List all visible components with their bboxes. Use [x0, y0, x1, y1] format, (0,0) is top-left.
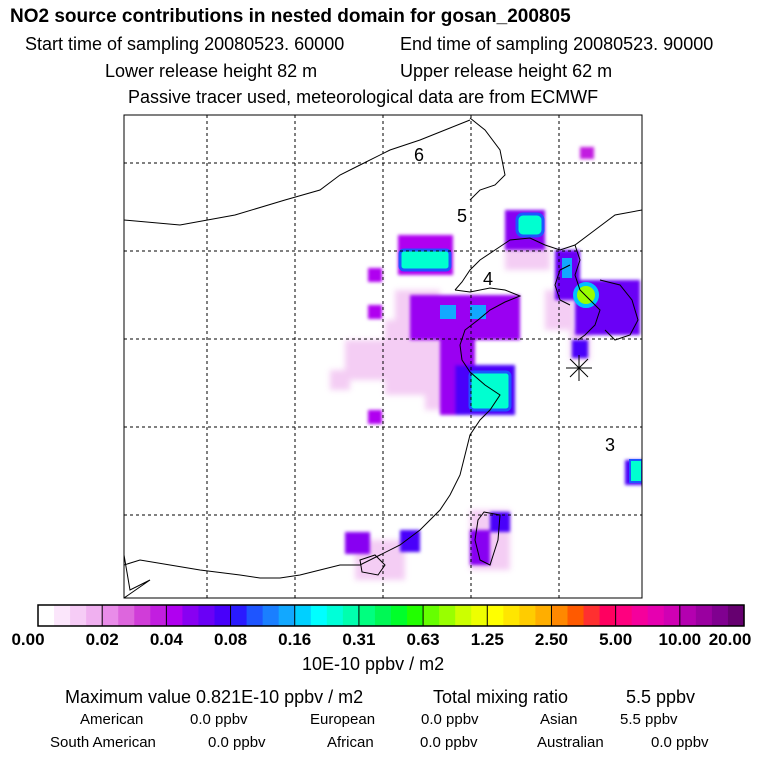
upper-height-label: Upper release height 62 m: [400, 61, 613, 81]
colorbar-swatch: [86, 605, 103, 626]
source-south-american-value: 0.0 ppbv: [208, 734, 266, 751]
colorbar-units: 10E-10 ppbv / m2: [302, 654, 445, 674]
colorbar-tick-label: 10.00: [658, 630, 702, 649]
colorbar-swatch: [38, 605, 55, 626]
coastline-borders: [124, 117, 642, 598]
colorbar-tick-label: 0.08: [213, 630, 248, 649]
colorbar-swatch: [278, 605, 296, 626]
colorbar: [37, 604, 745, 627]
lat-lon-grid: [124, 115, 642, 598]
colorbar-swatch: [455, 605, 472, 626]
colorbar-swatch: [198, 605, 216, 626]
colorbar-swatch: [551, 605, 569, 626]
colorbar-tick-label: 20.00: [708, 630, 752, 649]
concentration-layer: [330, 147, 642, 580]
colorbar-swatch: [487, 605, 504, 626]
colorbar-swatch: [310, 605, 328, 626]
colorbar-tick-label: 0.00: [11, 630, 45, 649]
colorbar-swatch: [294, 605, 312, 626]
colorbar-swatch: [134, 605, 151, 626]
source-american-value: 0.0 ppbv: [190, 711, 248, 728]
colorbar-tick-label: 0.16: [278, 630, 312, 649]
colorbar-swatch: [374, 605, 392, 626]
colorbar-swatch: [711, 605, 729, 626]
colorbar-swatch: [54, 605, 71, 626]
colorbar-tick-label: 2.50: [534, 630, 568, 649]
colorbar-swatch: [70, 605, 87, 626]
colorbar-swatch: [567, 605, 585, 626]
colorbar-tick-label: 1.25: [470, 630, 504, 649]
colorbar-frame: [37, 604, 745, 627]
colorbar-tick-label: 0.63: [406, 630, 440, 649]
colorbar-swatch: [583, 605, 601, 626]
colorbar-swatch: [647, 605, 665, 626]
receptor-star-marker: [566, 355, 592, 381]
colorbar-swatch: [631, 605, 649, 626]
colorbar-swatch: [615, 605, 633, 626]
colorbar-swatch: [679, 605, 697, 626]
total-mixing-ratio-label: Total mixing ratio: [433, 687, 569, 707]
source-american-label: American: [80, 711, 144, 728]
colorbar-swatch: [423, 605, 440, 626]
source-australian-value: 0.0 ppbv: [651, 734, 709, 751]
colorbar-swatch: [391, 605, 408, 626]
grid-label-4: 4: [483, 269, 493, 289]
colorbar-swatch: [358, 605, 376, 626]
colorbar-swatch: [503, 605, 520, 626]
colorbar-swatch: [727, 605, 745, 626]
end-time-label: End time of sampling 20080523. 90000: [400, 34, 714, 54]
colorbar-swatch: [342, 605, 360, 626]
high-concentration-cores: [398, 212, 642, 483]
colorbar-swatch: [150, 605, 167, 626]
colorbar-swatch: [535, 605, 553, 626]
colorbar-swatch: [471, 605, 488, 626]
start-time-label: Start time of sampling 20080523. 60000: [25, 34, 345, 54]
colorbar-swatch: [326, 605, 344, 626]
colorbar-tick-label: 5.00: [599, 630, 633, 649]
colorbar-swatch: [102, 605, 119, 626]
grid-label-6: 6: [414, 145, 424, 165]
colorbar-swatch: [246, 605, 264, 626]
colorbar-swatch: [230, 605, 248, 626]
grid-label-5: 5: [457, 206, 467, 226]
map-frame: [123, 114, 643, 599]
colorbar-swatch: [182, 605, 200, 626]
total-mixing-ratio-value: 5.5 ppbv: [626, 687, 696, 707]
colorbar-swatch: [599, 605, 617, 626]
tracer-info-label: Passive tracer used, meteorological data…: [128, 87, 599, 107]
colorbar-swatch: [663, 605, 681, 626]
colorbar-tick-label: 0.31: [342, 630, 376, 649]
source-european-value: 0.0 ppbv: [421, 711, 479, 728]
colorbar-tick-label: 0.04: [149, 630, 183, 649]
source-australian-label: Australian: [537, 734, 604, 751]
colorbar-swatch: [519, 605, 537, 626]
maximum-value-label: Maximum value 0.821E-10 ppbv / m2: [65, 687, 364, 707]
figure-title: NO2 source contributions in nested domai…: [10, 6, 571, 27]
source-african-value: 0.0 ppbv: [420, 734, 478, 751]
grid-label-3: 3: [605, 435, 615, 455]
colorbar-swatch: [695, 605, 713, 626]
colorbar-swatch: [166, 605, 184, 626]
source-asian-value: 5.5 ppbv: [620, 711, 678, 728]
colorbar-swatch: [214, 605, 232, 626]
colorbar-tick-label: 0.02: [85, 630, 119, 649]
source-south-american-label: South American: [50, 734, 156, 751]
colorbar-swatch: [118, 605, 135, 626]
source-european-label: European: [310, 711, 376, 728]
source-asian-label: Asian: [540, 711, 578, 728]
source-african-label: African: [327, 734, 374, 751]
colorbar-swatch: [407, 605, 424, 626]
colorbar-swatch: [439, 605, 456, 626]
lower-height-label: Lower release height 82 m: [105, 61, 318, 81]
colorbar-swatch: [262, 605, 280, 626]
